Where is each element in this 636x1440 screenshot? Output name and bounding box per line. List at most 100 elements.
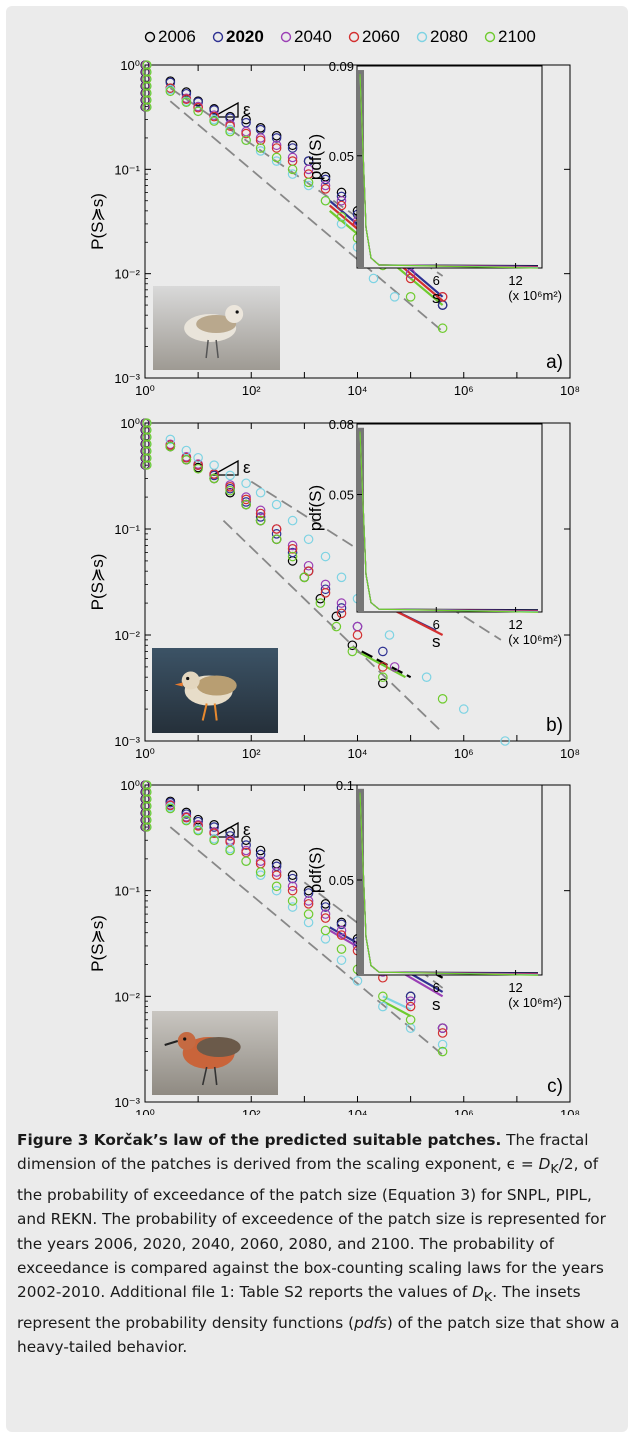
point-1-2060-15 — [405, 273, 416, 284]
point-1-2100-2 — [181, 97, 192, 107]
point-1-2100-15 — [405, 292, 416, 302]
point-3-2040-10 — [303, 896, 314, 906]
inset-y-tick-label-1-0: 0.09 — [329, 59, 354, 74]
y-axis-label-3: P(S≽s) — [88, 915, 107, 972]
point-2-2060-13 — [352, 630, 363, 640]
y-tick-label-2-0: 10⁰ — [120, 416, 140, 431]
x-tick-label-3-4: 10⁸ — [560, 1107, 580, 1115]
point-2-2060-9 — [287, 544, 298, 554]
point-1-2100-3 — [193, 106, 203, 117]
inset-y-label-3: pdf(S) — [306, 847, 325, 893]
inset-y-tick-label-2-1: 0.05 — [329, 488, 354, 503]
point-3-2040-9 — [287, 881, 298, 892]
legend-marker-2006 — [144, 31, 156, 43]
point-1-2020-4 — [209, 105, 219, 115]
x-tick-label-1-3: 10⁶ — [454, 383, 474, 398]
point-2-2100-0-2 — [142, 432, 152, 442]
inset-unit-3: (x 10⁶m²) — [508, 995, 562, 1010]
epsilon-label-1: ε — [243, 100, 251, 119]
point-3-2020-12 — [336, 919, 347, 930]
point-1-2100-0-1 — [142, 67, 152, 77]
y-tick-label-1-0: 10⁰ — [120, 58, 140, 73]
point-2-2080-4 — [209, 460, 219, 470]
point-1-2100-12 — [336, 212, 347, 222]
caption-text-1: The fractal dimension of the patches is … — [17, 1131, 589, 1174]
point-3-2100-11 — [320, 925, 331, 936]
point-1-2060-12 — [336, 200, 347, 211]
point-1-2060-16 — [437, 292, 448, 302]
point-1-2100-10 — [303, 177, 314, 188]
point-2-2080-7 — [255, 487, 266, 498]
inset-bar-2 — [358, 427, 364, 612]
point-1-2040-10 — [303, 164, 314, 175]
fit-line-2-5 — [222, 519, 444, 734]
point-1-2100-0-5 — [142, 95, 152, 105]
point-1-2100-5 — [225, 126, 235, 137]
x-tick-label-1-0: 10⁰ — [135, 383, 155, 398]
inset-bar-1 — [358, 70, 364, 268]
y-axis-label-2: P(S≽s) — [88, 554, 107, 611]
inset-x-tick-label-3-0: 6 — [433, 980, 440, 995]
x-tick-label-2-4: 10⁸ — [560, 746, 580, 761]
point-3-2100-7 — [255, 867, 266, 877]
point-3-2006-9 — [287, 870, 298, 881]
point-1-2080-7 — [255, 146, 266, 156]
point-2-2060-12 — [336, 608, 347, 619]
legend-marker-2060 — [348, 31, 360, 43]
y-tick-label-3-3: 10⁻³ — [114, 1095, 140, 1110]
point-3-2040-11 — [320, 909, 331, 919]
bird-leg-2 — [201, 703, 208, 721]
caption-text-3: . The insets represent the probability d… — [17, 1283, 581, 1332]
panel-label-1: a) — [546, 352, 563, 373]
bird-eye-1 — [235, 310, 239, 314]
point-2-2040-10 — [303, 560, 314, 571]
point-3-2040-16 — [437, 1023, 448, 1033]
panel-label-2: b) — [546, 715, 563, 736]
inset-y-label-1: pdf(S) — [306, 134, 325, 180]
epsilon-label-2: ε — [243, 458, 251, 477]
inset-x-tick-label-1-1: 12 — [508, 273, 522, 288]
y-tick-label-3-0: 10⁰ — [120, 778, 140, 793]
caption-dk-symbol: D — [538, 1155, 551, 1174]
caption-title: Figure 3 Korčak’s law of the predicted s… — [17, 1131, 502, 1149]
caption-pdfs: pdfs — [354, 1313, 387, 1332]
x-tick-label-2-3: 10⁶ — [454, 746, 474, 761]
point-2-2080-11 — [320, 551, 331, 562]
point-1-2020-8 — [271, 133, 282, 143]
point-2-2100-0-0 — [142, 418, 152, 428]
point-2-2100-1 — [165, 441, 176, 452]
x-tick-label-1-1: 10² — [242, 383, 261, 398]
point-1-2060-8 — [271, 143, 282, 153]
point-1-2040-9 — [287, 152, 298, 163]
point-3-2100-0-6 — [142, 822, 152, 832]
bird-beak-2 — [174, 682, 183, 687]
point-2-2080-10 — [303, 534, 314, 545]
x-tick-label-3-2: 10⁴ — [347, 1107, 367, 1115]
inset-x-label-2: s — [432, 632, 441, 651]
point-3-2100-0-2 — [142, 794, 152, 804]
point-3-2060-12 — [336, 930, 347, 940]
bird-beak-3 — [164, 1040, 178, 1046]
inset-y-tick-label-3-1: 0.05 — [329, 873, 354, 888]
point-2-2100-3 — [193, 463, 203, 474]
point-3-2060-8 — [271, 870, 282, 881]
point-1-2040-7 — [255, 133, 266, 143]
point-2-2060-11 — [320, 588, 331, 598]
point-2-2100-13 — [347, 646, 358, 657]
point-3-2060-9 — [287, 885, 298, 896]
caption-text-2: /2, of the probability of exceedance of … — [17, 1155, 606, 1302]
point-3-2080-9 — [287, 902, 298, 912]
point-3-2100-9 — [287, 896, 298, 906]
point-2-2080-5 — [225, 470, 235, 481]
point-1-2100-11 — [320, 195, 331, 206]
point-2-2100-2 — [181, 454, 192, 465]
point-3-2100-1 — [165, 803, 176, 814]
point-2-2100-9 — [287, 551, 298, 562]
point-3-2006-7 — [255, 845, 266, 856]
figure-charts: 2006 2020 2040 2060 2080 2100 10⁰ 10² 10⁴ 10⁶ 10⁸ 1… — [88, 27, 580, 1115]
inset-x-label-1: s — [432, 288, 441, 307]
x-tick-label-3-0: 10⁰ — [135, 1107, 155, 1115]
inset-frame-3 — [356, 784, 543, 976]
point-2-2080-12 — [336, 572, 347, 583]
point-1-2060-11 — [320, 184, 331, 194]
